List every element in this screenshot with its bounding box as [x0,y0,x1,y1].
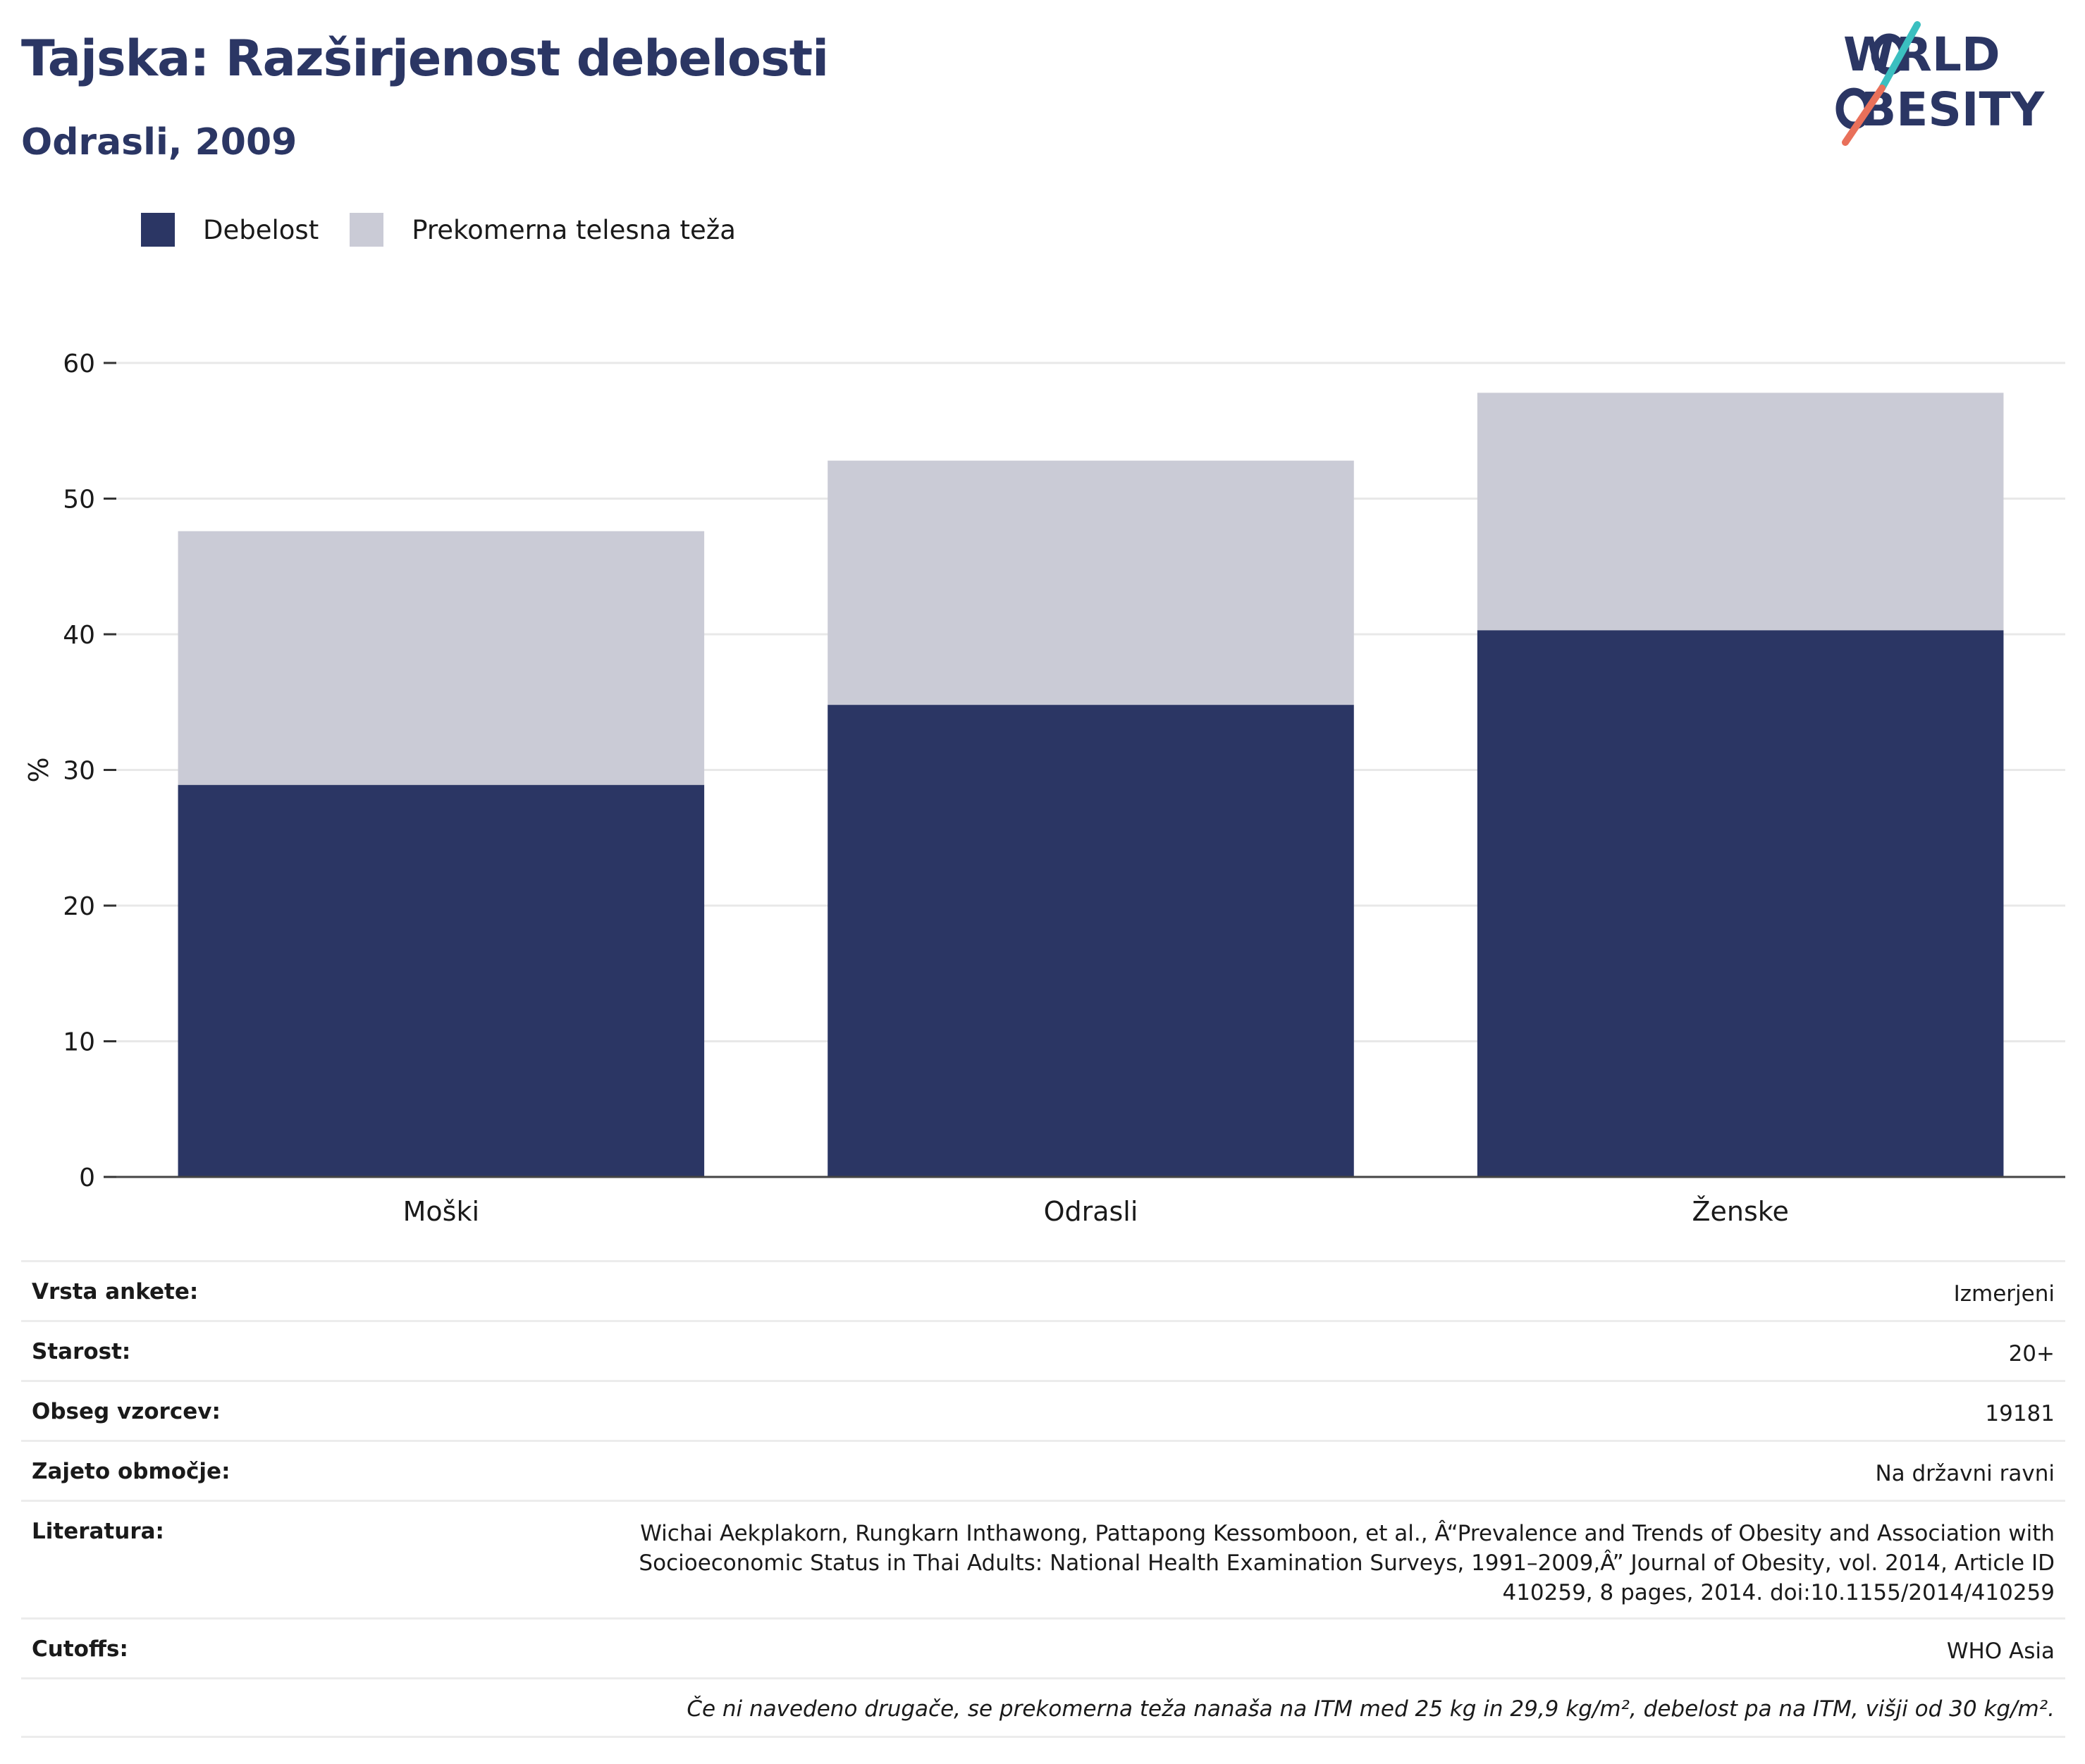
y-tick-label: 0 [79,1164,95,1192]
info-key: Literatura: [32,1519,164,1544]
chart-legend: Debelost Prekomerna telesna teža [141,209,767,251]
definition-note: Če ni navedeno drugače, se prekomerna te… [21,1677,2065,1738]
info-row-area: Zajeto območje: Na državni ravni [21,1440,2065,1500]
page-title: Tajska: Razširjenost debelosti [21,30,829,87]
info-value: Na državni ravni [1875,1461,2055,1486]
info-key: Obseg vzorcev: [32,1399,221,1424]
y-tick-label: 20 [63,892,95,921]
info-value: 19181 [1985,1401,2055,1426]
info-key: Cutoffs: [32,1636,128,1662]
legend-label-debelost: Debelost [203,214,319,245]
x-tick-label: Odrasli [1044,1196,1138,1226]
svg-text:BESITY: BESITY [1861,82,2046,137]
world-obesity-logo: W RLD BESITY [1835,21,2046,146]
legend-item-prekomerna: Prekomerna telesna teža [350,213,736,247]
info-value: 20+ [2008,1341,2055,1367]
info-row-sample-size: Obseg vzorcev: 19181 [21,1380,2065,1440]
x-tick-label: Moški [403,1196,479,1226]
y-tick-label: 60 [63,350,95,378]
survey-info-table: Vrsta ankete: Izmerjeni Starost: 20+ Obs… [21,1260,2065,1738]
info-value: WHO Asia [1946,1639,2055,1664]
legend-item-debelost: Debelost [141,213,319,247]
info-value: Izmerjeni [1953,1281,2055,1307]
page-subtitle: Odrasli, 2009 [21,121,297,164]
info-row-survey-type: Vrsta ankete: Izmerjeni [21,1260,2065,1320]
info-key: Zajeto območje: [32,1459,230,1484]
bar-prekomerna-0 [178,531,705,785]
bar-prekomerna-2 [1477,393,2004,631]
info-row-age: Starost: 20+ [21,1320,2065,1380]
bar-debelost-1 [828,705,1354,1177]
legend-swatch-prekomerna [350,213,384,247]
x-tick-label: Ženske [1692,1196,1789,1226]
stacked-bar-chart: 0 10 20 30 40 50 60% Moški Odrasli Ženske [23,350,2065,1226]
y-tick-label: 50 [63,486,95,514]
bar-debelost-0 [178,784,705,1177]
y-tick-label: 30 [63,757,95,786]
bar-debelost-2 [1477,630,2004,1177]
y-tick-label: 10 [63,1028,95,1057]
info-key: Vrsta ankete: [32,1279,199,1305]
legend-label-prekomerna: Prekomerna telesna teža [412,214,736,245]
legend-swatch-debelost [141,213,175,247]
y-tick-label: 40 [63,621,95,650]
info-key: Starost: [32,1339,131,1364]
bar-prekomerna-1 [828,460,1354,705]
y-axis-label: % [23,757,54,782]
info-row-cutoffs: Cutoffs: WHO Asia [21,1617,2065,1677]
info-row-literature: Literatura: Wichai Aekplakorn, Rungkarn … [21,1500,2065,1617]
info-value-literature: Wichai Aekplakorn, Rungkarn Inthawong, P… [639,1521,2055,1605]
